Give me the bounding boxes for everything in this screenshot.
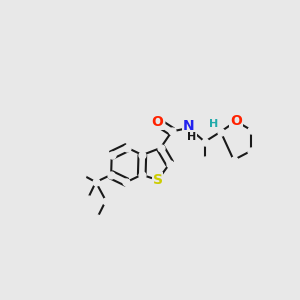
- Text: H: H: [187, 132, 196, 142]
- Text: N: N: [183, 118, 195, 133]
- Text: S: S: [153, 173, 163, 187]
- Text: H: H: [209, 119, 218, 129]
- Text: O: O: [230, 114, 242, 128]
- Text: O: O: [152, 115, 164, 129]
